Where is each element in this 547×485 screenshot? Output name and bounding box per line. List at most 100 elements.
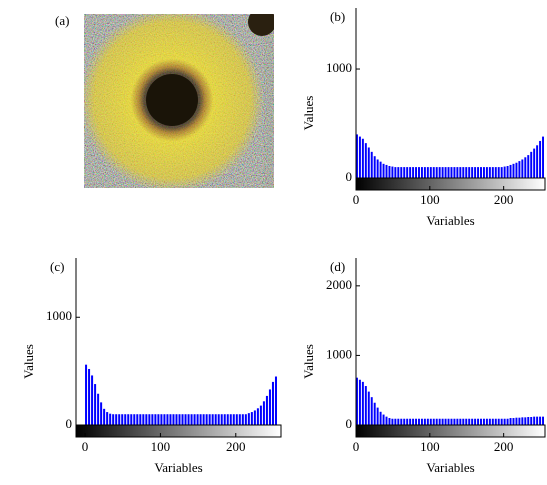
- bar: [474, 167, 477, 178]
- bar: [480, 167, 482, 178]
- bar: [385, 164, 388, 178]
- bar: [202, 414, 205, 425]
- bar: [480, 418, 482, 425]
- bar: [214, 414, 217, 425]
- bar: [536, 145, 539, 178]
- bar: [509, 418, 512, 425]
- panel-label: (c): [50, 259, 64, 274]
- bar: [453, 167, 456, 178]
- bar: [468, 167, 471, 178]
- x-tick-label: 0: [353, 439, 360, 454]
- x-tick-label: 100: [420, 439, 440, 454]
- bar: [367, 391, 370, 425]
- bar: [450, 418, 453, 425]
- bar: [379, 161, 382, 178]
- bar: [388, 166, 391, 178]
- bar: [199, 414, 202, 425]
- bar: [441, 418, 444, 425]
- bar: [497, 167, 500, 178]
- colorbar: [355, 424, 546, 438]
- bar: [220, 414, 223, 425]
- bar: [241, 414, 244, 425]
- bar: [415, 418, 418, 425]
- bar: [494, 418, 497, 425]
- bar: [485, 418, 488, 425]
- bar: [497, 418, 500, 425]
- bar: [265, 395, 268, 425]
- bar: [494, 167, 497, 178]
- bar: [530, 416, 533, 425]
- bar: [420, 418, 423, 425]
- bar: [391, 166, 394, 178]
- bar: [373, 402, 376, 425]
- bar: [118, 414, 121, 425]
- bar: [418, 418, 420, 425]
- bar: [459, 167, 462, 178]
- bar: [465, 167, 468, 178]
- bar: [217, 414, 220, 425]
- x-axis-label: Variables: [426, 460, 474, 475]
- y-axis-label: Values: [21, 344, 36, 379]
- bar: [420, 167, 423, 178]
- bar: [462, 167, 465, 178]
- y-tick-label: 0: [346, 416, 353, 431]
- x-tick-label: 0: [353, 192, 360, 207]
- bar: [444, 418, 447, 425]
- bar: [506, 418, 509, 425]
- bar: [208, 414, 211, 425]
- colorbar: [355, 177, 546, 191]
- bar: [394, 167, 397, 178]
- bar: [403, 418, 406, 425]
- bar: [423, 167, 426, 178]
- bar: [539, 416, 542, 425]
- bar: [515, 162, 518, 178]
- bar: [382, 414, 385, 425]
- bar: [100, 402, 103, 425]
- bar: [423, 418, 426, 425]
- bar: [397, 167, 400, 178]
- bar: [432, 418, 435, 425]
- bar: [356, 377, 358, 425]
- bar: [247, 413, 250, 425]
- bar: [456, 418, 459, 425]
- bar: [527, 416, 530, 425]
- bar: [471, 167, 474, 178]
- bar: [205, 414, 208, 425]
- bar: [444, 167, 447, 178]
- bar: [142, 414, 145, 425]
- bar: [106, 412, 109, 425]
- bar: [112, 414, 115, 425]
- bar: [356, 134, 358, 178]
- bar: [193, 414, 196, 425]
- bar: [515, 417, 518, 425]
- bar: [388, 418, 391, 425]
- bar: [518, 161, 521, 178]
- y-axis-label: Values: [301, 344, 316, 379]
- bar: [530, 151, 533, 178]
- bar: [524, 157, 527, 178]
- bar: [382, 163, 385, 178]
- bar: [432, 167, 435, 178]
- bar: [97, 393, 100, 425]
- bar: [133, 414, 136, 425]
- bar: [274, 376, 277, 425]
- bar: [521, 159, 524, 178]
- bar: [482, 418, 485, 425]
- bar: [533, 148, 536, 178]
- colorbar: [75, 424, 282, 438]
- bar: [539, 140, 542, 178]
- bar: [438, 418, 441, 425]
- bar: [157, 414, 160, 425]
- x-tick-label: 200: [494, 439, 514, 454]
- bar: [130, 414, 133, 425]
- x-tick-label: 0: [82, 439, 89, 454]
- bar: [121, 414, 124, 425]
- bar: [367, 147, 370, 178]
- bar: [136, 414, 139, 425]
- x-axis-label: Variables: [426, 213, 474, 228]
- bar: [409, 167, 412, 178]
- x-tick-label: 200: [226, 439, 246, 454]
- bar: [172, 414, 175, 425]
- panel-label: (d): [330, 259, 345, 274]
- bar: [397, 418, 400, 425]
